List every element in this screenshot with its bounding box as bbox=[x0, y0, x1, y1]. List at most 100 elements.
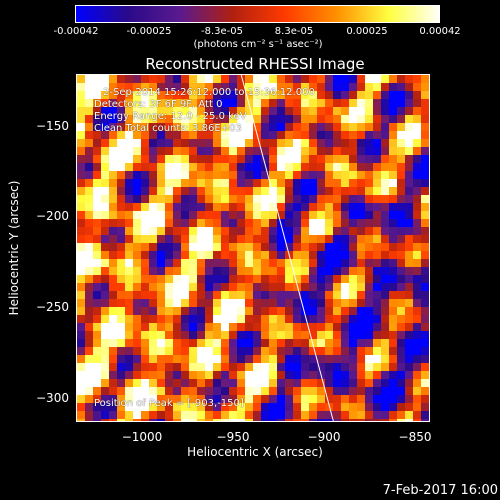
heatmap-cell bbox=[349, 179, 357, 187]
heatmap-cell bbox=[381, 187, 389, 195]
heatmap-cell bbox=[253, 179, 261, 187]
heatmap-cell bbox=[229, 123, 237, 131]
heatmap-cell bbox=[389, 211, 397, 219]
heatmap-cell bbox=[173, 419, 181, 421]
heatmap-cell bbox=[373, 75, 381, 83]
heatmap-cell bbox=[165, 227, 173, 235]
heatmap-cell bbox=[325, 147, 333, 155]
heatmap-cell bbox=[189, 195, 197, 203]
heatmap-cell bbox=[101, 203, 109, 211]
heatmap-cell bbox=[117, 147, 125, 155]
heatmap-cell bbox=[309, 379, 317, 387]
heatmap-cell bbox=[285, 115, 293, 123]
heatmap-cell bbox=[181, 155, 189, 163]
heatmap-cell bbox=[269, 139, 277, 147]
heatmap-cell bbox=[205, 331, 213, 339]
heatmap-cell bbox=[77, 99, 85, 107]
heatmap-cell bbox=[261, 347, 269, 355]
heatmap-cell bbox=[197, 179, 205, 187]
heatmap-cell bbox=[245, 291, 253, 299]
heatmap-cell bbox=[357, 331, 365, 339]
heatmap-cell bbox=[197, 331, 205, 339]
heatmap-cell bbox=[317, 91, 325, 99]
heatmap-cell bbox=[157, 299, 165, 307]
heatmap-cell bbox=[205, 275, 213, 283]
heatmap-cell bbox=[309, 283, 317, 291]
heatmap-cell bbox=[93, 251, 101, 259]
heatmap-cell bbox=[413, 171, 421, 179]
heatmap-cell bbox=[229, 347, 237, 355]
heatmap-cell bbox=[101, 83, 109, 91]
heatmap-cell bbox=[125, 147, 133, 155]
heatmap-cell bbox=[301, 155, 309, 163]
heatmap-cell bbox=[333, 259, 341, 267]
heatmap-cell bbox=[333, 195, 341, 203]
heatmap-cell bbox=[109, 299, 117, 307]
heatmap-cell bbox=[301, 163, 309, 171]
heatmap-cell bbox=[349, 187, 357, 195]
heatmap-cell bbox=[333, 339, 341, 347]
heatmap-cell bbox=[141, 355, 149, 363]
heatmap-cell bbox=[373, 251, 381, 259]
heatmap-cell bbox=[301, 235, 309, 243]
heatmap-cell bbox=[373, 139, 381, 147]
heatmap-cell bbox=[245, 315, 253, 323]
heatmap-cell bbox=[197, 259, 205, 267]
heatmap-cell bbox=[157, 211, 165, 219]
heatmap-cell bbox=[277, 283, 285, 291]
heatmap-cell bbox=[125, 291, 133, 299]
heatmap-cell bbox=[133, 339, 141, 347]
heatmap-cell bbox=[309, 155, 317, 163]
heatmap-cell bbox=[261, 131, 269, 139]
heatmap-cell bbox=[213, 403, 221, 411]
heatmap-cell bbox=[365, 403, 373, 411]
heatmap-cell bbox=[413, 91, 421, 99]
heatmap-cell bbox=[389, 99, 397, 107]
heatmap-cell bbox=[301, 75, 309, 83]
heatmap-cell bbox=[253, 219, 261, 227]
heatmap-cell bbox=[293, 419, 301, 421]
heatmap-cell bbox=[117, 331, 125, 339]
heatmap-cell bbox=[349, 91, 357, 99]
heatmap-cell bbox=[381, 147, 389, 155]
heatmap-cell bbox=[285, 123, 293, 131]
heatmap-cell bbox=[125, 387, 133, 395]
heatmap-cell bbox=[125, 243, 133, 251]
heatmap-cell bbox=[277, 259, 285, 267]
heatmap-cell bbox=[181, 131, 189, 139]
heatmap-cell bbox=[317, 195, 325, 203]
heatmap-cell bbox=[309, 275, 317, 283]
heatmap-cell bbox=[349, 267, 357, 275]
heatmap-cell bbox=[349, 243, 357, 251]
heatmap-cell bbox=[109, 347, 117, 355]
heatmap-cell bbox=[213, 139, 221, 147]
heatmap-cell bbox=[149, 323, 157, 331]
heatmap-cell bbox=[333, 275, 341, 283]
heatmap-cell bbox=[277, 299, 285, 307]
heatmap-cell bbox=[237, 259, 245, 267]
heatmap-cell bbox=[309, 411, 317, 419]
heatmap-cell bbox=[117, 283, 125, 291]
heatmap-cell bbox=[253, 283, 261, 291]
heatmap-cell bbox=[325, 291, 333, 299]
heatmap-cell bbox=[269, 163, 277, 171]
heatmap-cell bbox=[141, 419, 149, 421]
heatmap-cell bbox=[109, 107, 117, 115]
heatmap-cell bbox=[205, 259, 213, 267]
heatmap-cell bbox=[205, 379, 213, 387]
heatmap-cell bbox=[349, 123, 357, 131]
heatmap-cell bbox=[77, 347, 85, 355]
heatmap-cell bbox=[277, 83, 285, 91]
heatmap-cell bbox=[325, 299, 333, 307]
heatmap-cell bbox=[189, 227, 197, 235]
heatmap-cell bbox=[205, 211, 213, 219]
heatmap-cell bbox=[229, 179, 237, 187]
heatmap-cell bbox=[269, 171, 277, 179]
heatmap-cell bbox=[133, 355, 141, 363]
heatmap-cell bbox=[181, 395, 189, 403]
heatmap-cell bbox=[373, 235, 381, 243]
heatmap-cell bbox=[341, 275, 349, 283]
heatmap-cell bbox=[133, 83, 141, 91]
heatmap-cell bbox=[301, 347, 309, 355]
heatmap-cell bbox=[285, 419, 293, 421]
